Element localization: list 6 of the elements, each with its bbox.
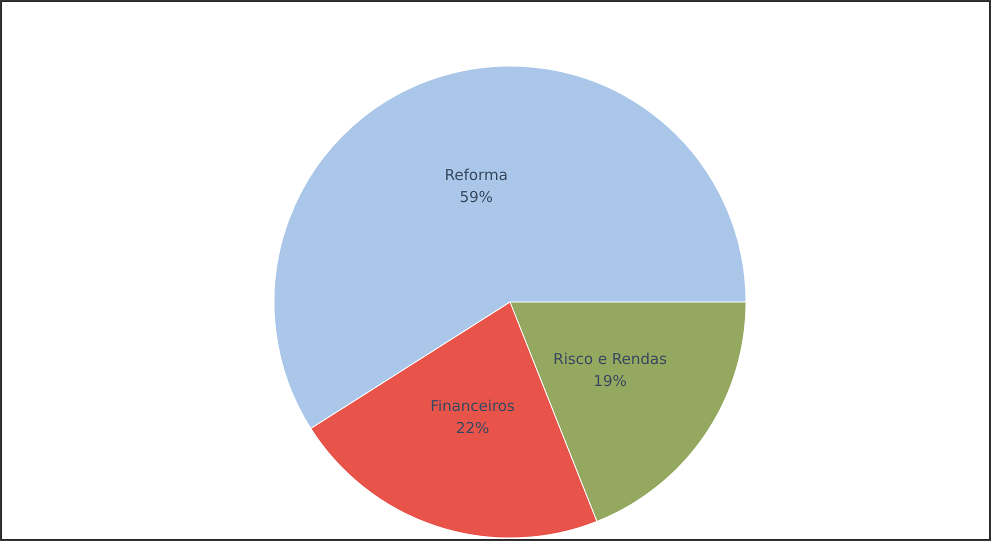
data-label: 22% (456, 419, 490, 438)
data-label: 19% (593, 372, 627, 390)
slice-label: Risco e Rendas (553, 350, 668, 368)
slice-label: Reforma (444, 166, 508, 184)
slice-label: Financeiros (430, 397, 515, 416)
data-label: 59% (460, 188, 493, 206)
